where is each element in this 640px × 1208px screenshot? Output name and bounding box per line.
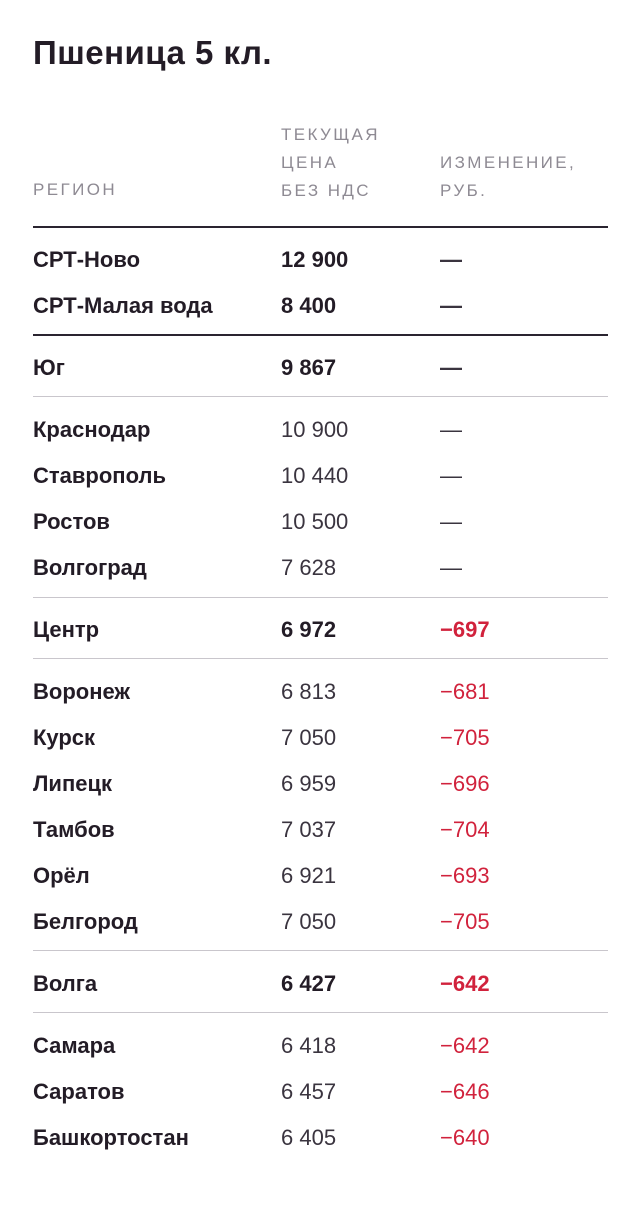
price-cell: 7 037 (281, 817, 337, 842)
price-cell: 6 427 (281, 971, 337, 996)
table-row: Краснодар 10 900 — (0, 414, 640, 446)
change-cell: — (440, 247, 462, 272)
section-divider (33, 1012, 608, 1013)
region-cell: СРТ-Ново (33, 247, 141, 272)
price-cell: 8 400 (281, 293, 337, 318)
change-cell: −696 (440, 771, 490, 796)
change-cell: — (440, 555, 462, 580)
change-cell: — (440, 417, 462, 442)
table-row: Ростов 10 500 — (0, 506, 640, 538)
section-divider (33, 658, 608, 659)
change-cell: −705 (440, 725, 490, 750)
region-cell: Липецк (33, 771, 113, 796)
change-cell: −681 (440, 679, 490, 704)
column-header-region: РЕГИОН (33, 176, 117, 204)
region-cell: Юг (33, 355, 65, 380)
region-cell: Краснодар (33, 417, 151, 442)
change-cell: — (440, 509, 462, 534)
change-cell: −705 (440, 909, 490, 934)
region-cell: Центр (33, 617, 100, 642)
price-cell: 9 867 (281, 355, 337, 380)
price-cell: 6 959 (281, 771, 337, 796)
change-cell: −704 (440, 817, 490, 842)
price-cell: 6 921 (281, 863, 337, 888)
table-title: Пшеница 5 кл. (33, 34, 273, 71)
region-cell: Башкортостан (33, 1125, 189, 1150)
change-cell: — (440, 463, 462, 488)
column-header-change: ИЗМЕНЕНИЕ, РУБ. (440, 149, 576, 205)
section-divider (33, 950, 608, 951)
region-cell: Волга (33, 971, 98, 996)
price-cell: 10 500 (281, 509, 349, 534)
region-cell: СРТ-Малая вода (33, 293, 213, 318)
price-cell: 7 050 (281, 725, 337, 750)
table-row: Белгород 7 050 −705 (0, 906, 640, 938)
section-divider (33, 597, 608, 598)
table-row: Центр 6 972 −697 (0, 614, 640, 646)
table-row: Волга 6 427 −642 (0, 968, 640, 1000)
price-cell: 6 418 (281, 1033, 337, 1058)
header-line: РУБ. (440, 181, 488, 200)
price-cell: 10 440 (281, 463, 349, 488)
table-row: Волгоград 7 628 — (0, 552, 640, 584)
price-cell: 6 457 (281, 1079, 337, 1104)
price-cell: 7 050 (281, 909, 337, 934)
header-line: ТЕКУЩАЯ (281, 125, 380, 144)
section-divider (33, 396, 608, 397)
price-cell: 6 405 (281, 1125, 337, 1150)
table-row: Орёл 6 921 −693 (0, 860, 640, 892)
header-line: РЕГИОН (33, 180, 118, 199)
region-cell: Белгород (33, 909, 138, 934)
table-row: Юг 9 867 — (0, 352, 640, 384)
header-line: ЦЕНА (281, 153, 339, 172)
region-cell: Саратов (33, 1079, 125, 1104)
region-cell: Орёл (33, 863, 90, 888)
price-cell: 10 900 (281, 417, 349, 442)
change-cell: −697 (440, 617, 490, 642)
region-cell: Самара (33, 1033, 116, 1058)
region-cell: Воронеж (33, 679, 131, 704)
price-cell: 6 813 (281, 679, 337, 704)
header-line: ИЗМЕНЕНИЕ, (440, 153, 577, 172)
table-row: Тамбов 7 037 −704 (0, 814, 640, 846)
region-cell: Тамбов (33, 817, 115, 842)
column-header-price: ТЕКУЩАЯ ЦЕНА БЕЗ НДС (281, 121, 380, 205)
table-row: Курск 7 050 −705 (0, 722, 640, 754)
change-cell: −693 (440, 863, 490, 888)
header-line: БЕЗ НДС (281, 181, 371, 200)
table-row: Саратов 6 457 −646 (0, 1076, 640, 1108)
header-divider (33, 226, 608, 228)
section-divider (33, 334, 608, 336)
table-row: Воронеж 6 813 −681 (0, 676, 640, 708)
price-cell: 6 972 (281, 617, 337, 642)
table-row: Самара 6 418 −642 (0, 1030, 640, 1062)
change-cell: — (440, 293, 462, 318)
table-row: СРТ-Малая вода 8 400 — (0, 290, 640, 322)
change-cell: — (440, 355, 462, 380)
price-cell: 7 628 (281, 555, 337, 580)
table-row: Башкортостан 6 405 −640 (0, 1122, 640, 1154)
table-row: Липецк 6 959 −696 (0, 768, 640, 800)
table-row: СРТ-Ново 12 900 — (0, 244, 640, 276)
price-cell: 12 900 (281, 247, 349, 272)
change-cell: −642 (440, 1033, 490, 1058)
change-cell: −646 (440, 1079, 490, 1104)
table-row: Ставрополь 10 440 — (0, 460, 640, 492)
change-cell: −642 (440, 971, 490, 996)
region-cell: Ставрополь (33, 463, 166, 488)
region-cell: Курск (33, 725, 96, 750)
region-cell: Ростов (33, 509, 110, 534)
region-cell: Волгоград (33, 555, 147, 580)
change-cell: −640 (440, 1125, 490, 1150)
